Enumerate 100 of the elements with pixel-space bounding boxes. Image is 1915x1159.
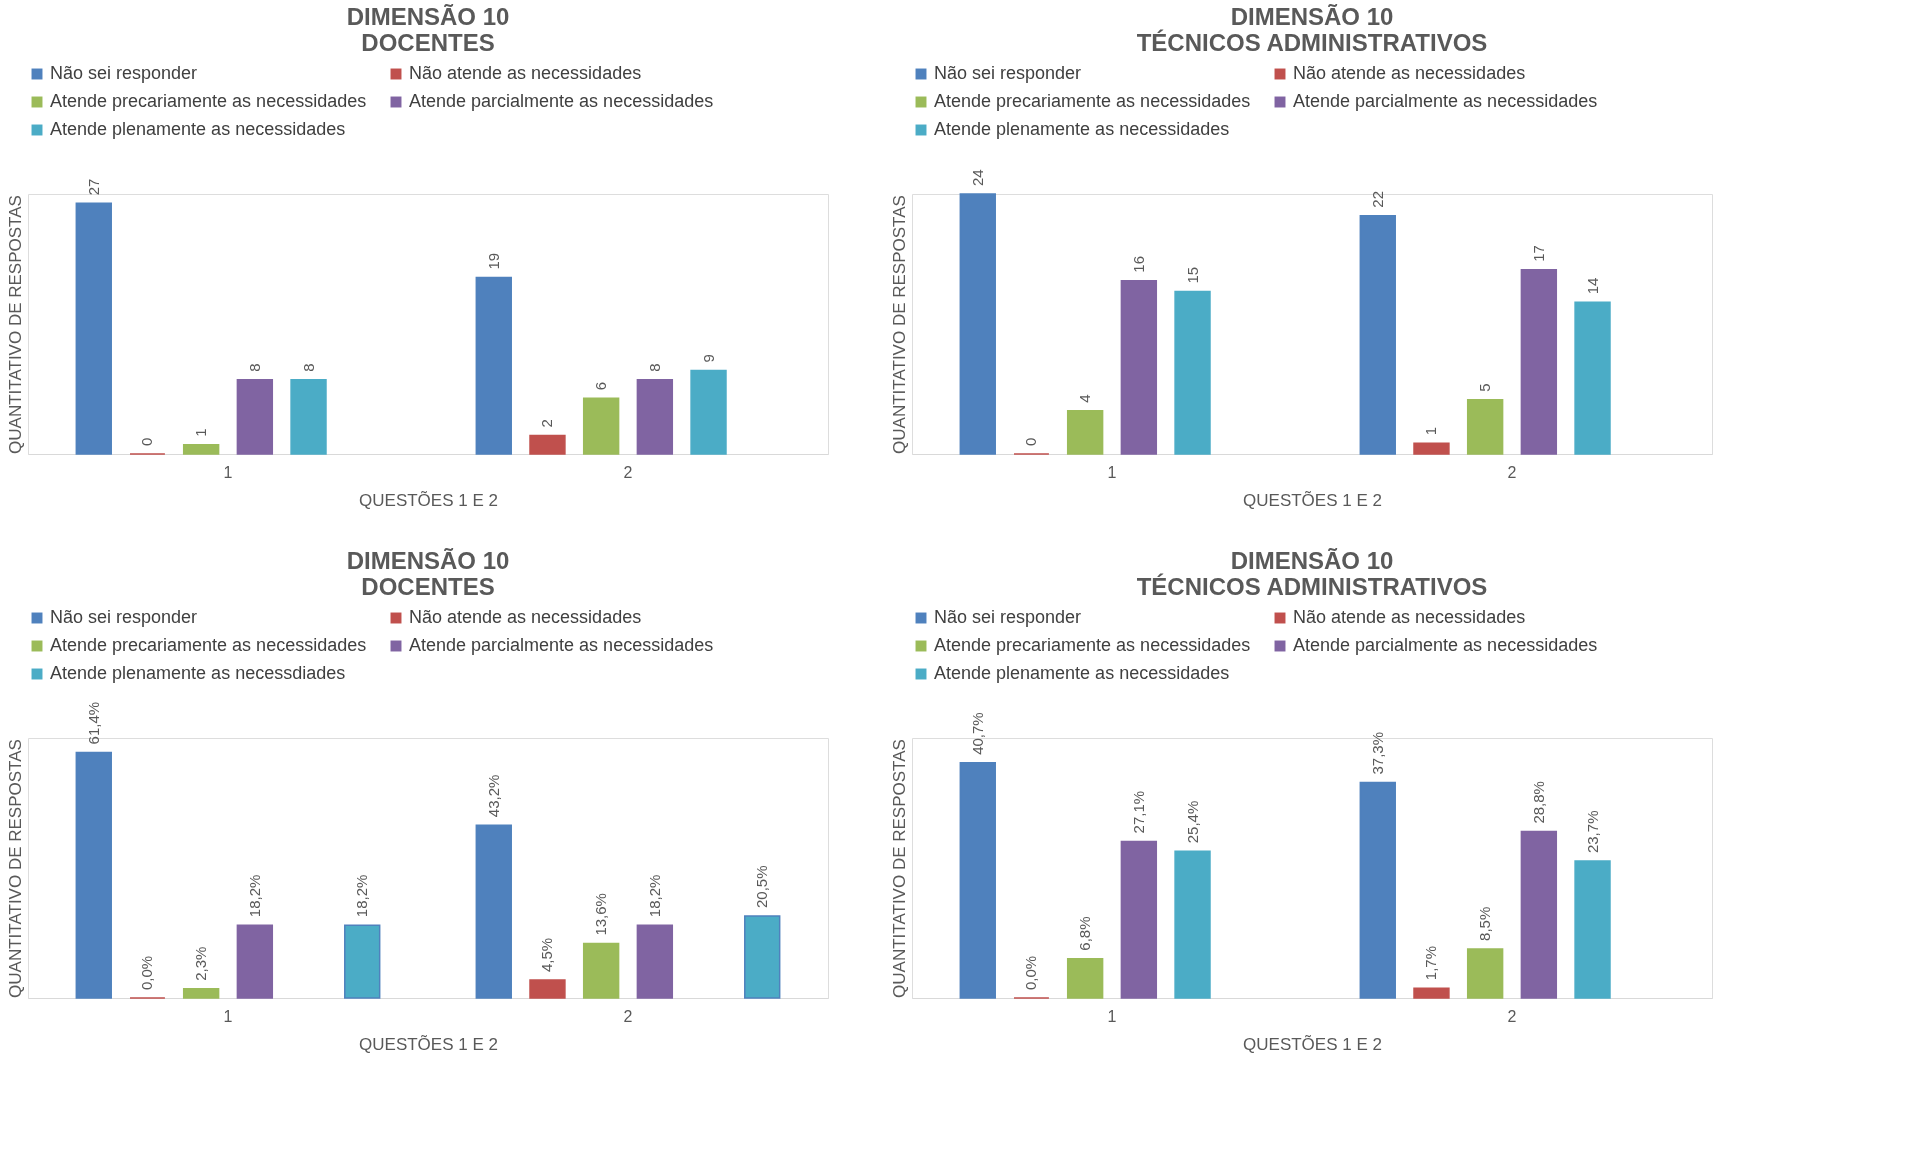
- bar: [75, 202, 112, 455]
- data-label: 16: [1129, 255, 1147, 273]
- bar: [529, 434, 566, 455]
- data-label: 8: [245, 363, 263, 372]
- bar: [344, 924, 381, 999]
- data-label: 0: [1022, 437, 1040, 446]
- y-axis-title: QUANTITATIVO DE RESPOSTAS: [889, 739, 909, 998]
- legend-label: Não sei responder: [50, 607, 198, 627]
- data-label: 8,5%: [1476, 906, 1494, 941]
- x-tick-label: 1: [223, 1007, 233, 1025]
- bar: [636, 924, 674, 999]
- data-label: 6,8%: [1076, 916, 1094, 951]
- data-label: 0,0%: [138, 955, 156, 990]
- legend-label: Não atende as necessidades: [409, 63, 642, 83]
- data-label: 1,7%: [1422, 945, 1440, 981]
- legend-label: Atende plenamente as necessidades: [934, 119, 1230, 139]
- bar: [1413, 442, 1450, 455]
- x-axis-title: QUESTÕES 1 E 2: [1243, 1034, 1382, 1054]
- x-tick-label: 2: [623, 1007, 633, 1025]
- y-axis-title: QUANTITATIVO DE RESPOSTAS: [5, 739, 25, 998]
- x-tick-label: 2: [623, 463, 633, 481]
- bar: [1359, 781, 1396, 999]
- legend-label: Atende parcialmente as necessidades: [409, 91, 714, 111]
- legend-label: Atende precariamente as necessidades: [50, 91, 367, 111]
- x-tick-label: 2: [1507, 463, 1517, 481]
- bar: [1359, 214, 1396, 455]
- bar: [290, 378, 327, 455]
- bar: [236, 924, 274, 999]
- legend-label: Atende parcialmente as necessidades: [1293, 91, 1598, 111]
- legend-label: Não atende as necessidades: [1293, 63, 1526, 83]
- bar: [1066, 409, 1104, 455]
- data-label: 9: [699, 354, 717, 363]
- y-axis-title: QUANTITATIVO DE RESPOSTAS: [5, 195, 25, 454]
- data-label: 18,2%: [645, 874, 663, 918]
- bar: [744, 915, 781, 999]
- x-tick-label: 1: [1107, 463, 1117, 481]
- bar: [182, 988, 220, 999]
- x-axis-title: QUESTÕES 1 E 2: [359, 1034, 498, 1054]
- chart-title: DIMENSÃO 10 DOCENTES: [346, 547, 510, 600]
- data-label: 25,4%: [1183, 800, 1201, 844]
- legend-label: Atende plenamente as necessdiades: [50, 663, 346, 683]
- chart-title: DIMENSÃO 10 TÉCNICOS ADMINISTRATIVOS: [1136, 3, 1488, 56]
- data-label: 13,6%: [592, 893, 610, 936]
- data-label: 8: [645, 363, 663, 372]
- data-label: 15: [1183, 266, 1201, 284]
- data-label: 27: [84, 178, 102, 196]
- data-label: 14: [1583, 277, 1601, 295]
- y-axis-title: QUANTITATIVO DE RESPOSTAS: [889, 195, 909, 454]
- data-label: 19: [484, 252, 502, 270]
- bar: [529, 979, 566, 999]
- data-label: 20,5%: [753, 865, 771, 908]
- x-axis-title: QUESTÕES 1 E 2: [1243, 490, 1382, 510]
- bar: [1066, 957, 1104, 999]
- x-tick-label: 1: [1107, 1007, 1117, 1025]
- data-label: 18,2%: [353, 874, 371, 918]
- bar: [475, 276, 512, 455]
- bar: [1520, 269, 1558, 455]
- data-label: 4,5%: [538, 937, 556, 972]
- bar: [1174, 290, 1211, 455]
- bar: [182, 443, 220, 455]
- data-label: 23,7%: [1583, 810, 1601, 854]
- data-label: 0: [138, 437, 156, 446]
- legend-label: Atende parcialmente as necessidades: [409, 635, 714, 655]
- legend-label: Não sei responder: [934, 607, 1082, 627]
- chart-title: DIMENSÃO 10 TÉCNICOS ADMINISTRATIVOS: [1136, 547, 1488, 600]
- bar: [690, 369, 727, 455]
- bar: [582, 942, 620, 999]
- x-tick-label: 2: [1507, 1007, 1517, 1025]
- legend-label: Não atende as necessidades: [1293, 607, 1526, 627]
- bar: [582, 397, 620, 455]
- data-label: 2: [538, 419, 556, 428]
- data-label: 1: [192, 428, 210, 437]
- data-label: 24: [968, 169, 986, 186]
- x-axis-title: QUESTÕES 1 E 2: [359, 490, 498, 510]
- legend-label: Não atende as necessidades: [409, 607, 642, 627]
- bar: [75, 751, 112, 999]
- legend-label: Atende plenamente as necessidades: [934, 663, 1230, 683]
- data-label: 37,3%: [1368, 731, 1386, 775]
- data-label: 18,2%: [245, 874, 263, 918]
- bar: [236, 378, 274, 455]
- bar: [1574, 301, 1611, 455]
- bar: [1466, 948, 1504, 999]
- data-label: 4: [1076, 394, 1094, 403]
- legend-label: Não sei responder: [50, 63, 198, 83]
- data-label: 8: [299, 363, 317, 372]
- bar: [1574, 860, 1611, 999]
- data-label: 43,2%: [484, 774, 502, 818]
- data-label: 0,0%: [1022, 955, 1040, 990]
- data-label: 61,4%: [84, 701, 102, 745]
- bar: [1466, 399, 1504, 455]
- legend-label: Não sei responder: [934, 63, 1082, 83]
- data-label: 1: [1422, 426, 1440, 436]
- chart-title: DIMENSÃO 10 DOCENTES: [346, 3, 510, 56]
- data-label: 6: [592, 381, 610, 391]
- bar: [475, 824, 512, 999]
- bar: [959, 762, 996, 999]
- legend-label: Atende precariamente as necessidades: [50, 635, 367, 655]
- legend-label: Atende precariamente as necessidades: [934, 91, 1251, 111]
- bar: [1520, 830, 1558, 999]
- data-label: 27,1%: [1129, 790, 1147, 834]
